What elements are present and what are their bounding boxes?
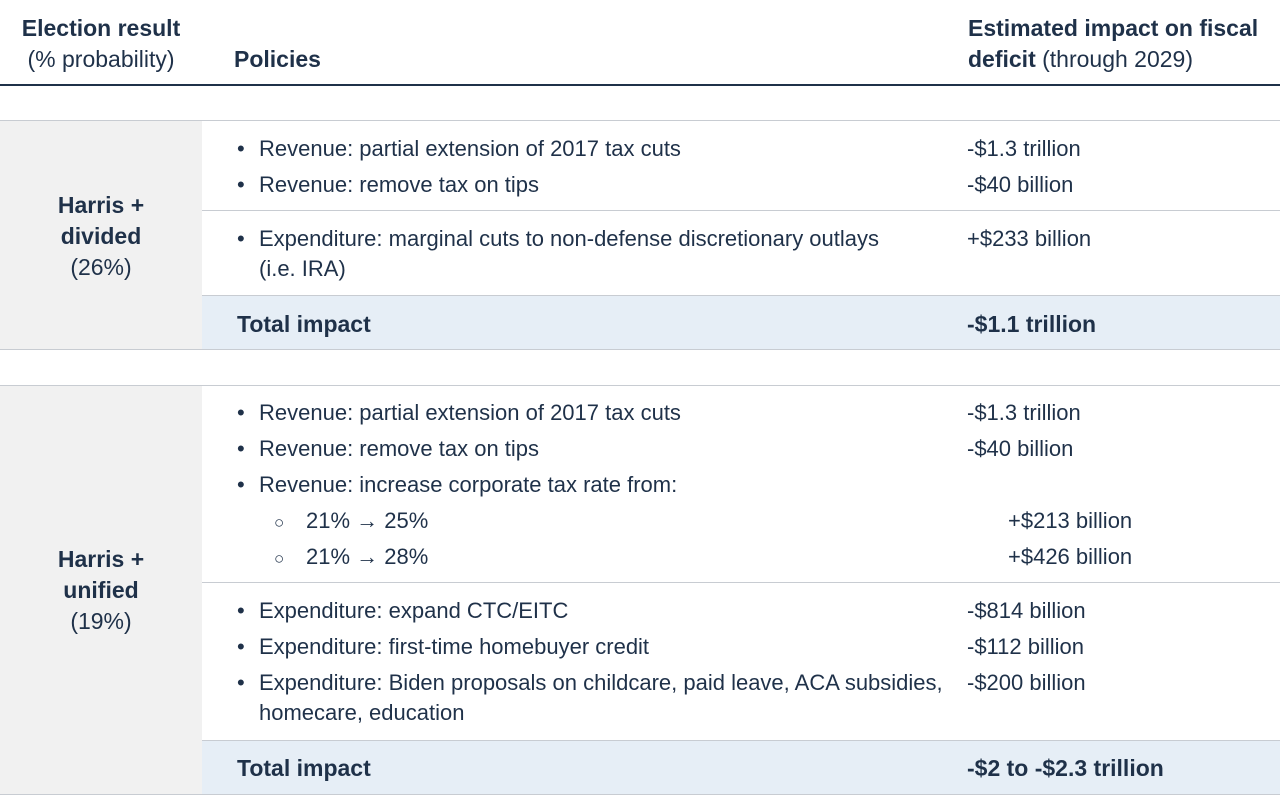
divider — [0, 794, 1280, 795]
total-impact-value: -$2 to -$2.3 trillion — [967, 755, 1164, 781]
policy-item: • Revenue: partial extension of 2017 tax … — [237, 398, 681, 428]
total-row-background — [202, 741, 1280, 794]
bullet-icon: • — [237, 670, 245, 695]
bullet-icon: • — [237, 136, 245, 161]
sub-item: ○ 21% → 25% — [274, 506, 428, 538]
scenario-name-2: divided — [60, 223, 142, 249]
header-policies: Policies — [234, 44, 321, 75]
total-impact-value: -$1.1 trillion — [967, 311, 1097, 337]
divider — [202, 210, 1280, 211]
bullet-icon: • — [237, 400, 245, 425]
sub-item-text: 21% → 25% — [306, 508, 429, 533]
total-row-background — [202, 296, 1280, 349]
policy-item: • Expenditure: marginal cuts to non-defen… — [237, 224, 879, 284]
divider — [0, 385, 1280, 386]
policy-text: Expenditure: expand CTC/EITC — [259, 598, 569, 623]
policy-text: Expenditure: marginal cuts to non-defens… — [259, 226, 880, 251]
sub-item: ○ 21% → 28% — [274, 542, 428, 574]
total-impact-label: Total impact — [237, 311, 371, 337]
divider — [0, 120, 1280, 121]
impact-value: -$40 billion — [967, 436, 1074, 461]
header-policies-title: Policies — [234, 46, 321, 72]
header-probability-label: (% probability) — [27, 46, 175, 72]
divider — [202, 582, 1280, 583]
policy-item: • Expenditure: first-time homebuyer credi… — [237, 632, 649, 662]
divider — [202, 740, 1280, 741]
header-fiscal-impact-title-2: deficit — [968, 46, 1036, 72]
policy-text: Expenditure: Biden proposals on childcar… — [259, 670, 943, 695]
header-rule — [0, 84, 1280, 86]
policy-item: • Revenue: increase corporate tax rate fr… — [237, 470, 677, 500]
impact-value: -$112 billion — [967, 634, 1085, 659]
bullet-icon: • — [237, 598, 245, 623]
policy-text: Revenue: increase corporate tax rate fro… — [259, 472, 678, 497]
header-election-result: Election result (% probability) — [0, 13, 202, 75]
impact-value: -$1.3 trillion — [967, 136, 1081, 161]
scenario-name: Harris + — [57, 192, 145, 218]
bullet-icon: • — [237, 472, 245, 497]
policy-text: Revenue: partial extension of 2017 tax c… — [259, 136, 681, 161]
scenario-label-cell — [0, 121, 202, 349]
bullet-icon: • — [237, 634, 245, 659]
policy-text: Expenditure: first-time homebuyer credit — [259, 634, 650, 659]
total-impact-label: Total impact — [237, 755, 371, 781]
scenario-probability: (26%) — [70, 254, 132, 280]
policy-text: Revenue: remove tax on tips — [259, 172, 540, 197]
header-fiscal-impact-period: (through 2029) — [1042, 46, 1194, 72]
impact-value: +$213 billion — [1008, 508, 1133, 533]
scenario-probability: (19%) — [70, 608, 132, 634]
policy-text: Revenue: partial extension of 2017 tax c… — [259, 400, 681, 425]
scenario-name-2: unified — [63, 577, 139, 603]
policy-item: • Revenue: remove tax on tips — [237, 434, 539, 464]
bullet-icon: • — [237, 172, 245, 197]
policy-item: • Revenue: remove tax on tips — [237, 170, 539, 200]
impact-value: -$40 billion — [967, 172, 1074, 197]
divider — [202, 295, 1280, 296]
header-fiscal-impact-title: Estimated impact on fiscal — [968, 15, 1259, 41]
policy-text: Revenue: remove tax on tips — [259, 436, 540, 461]
header-election-result-title: Election result — [21, 15, 181, 41]
circle-bullet-icon: ○ — [274, 549, 285, 568]
divider — [0, 349, 1280, 350]
sub-item-text: 21% → 28% — [306, 544, 429, 569]
impact-value: +$426 billion — [1008, 544, 1133, 569]
policy-text-continuation: (i.e. IRA) — [259, 256, 346, 281]
policy-text-continuation: homecare, education — [259, 700, 465, 725]
scenario-name: Harris + — [57, 546, 145, 572]
policy-item: • Revenue: partial extension of 2017 tax … — [237, 134, 681, 164]
bullet-icon: • — [237, 436, 245, 461]
scenario-label-harris-divided: Harris + divided (26%) — [0, 190, 202, 283]
header-fiscal-impact: Estimated impact on fiscal deficit (thro… — [968, 13, 1258, 75]
policy-item: • Expenditure: Biden proposals on childca… — [237, 668, 943, 728]
impact-value: +$233 billion — [967, 226, 1092, 251]
scenario-label-harris-unified: Harris + unified (19%) — [0, 544, 202, 637]
impact-value: -$1.3 trillion — [967, 400, 1081, 425]
impact-value: -$814 billion — [967, 598, 1086, 623]
scenario-label-cell — [0, 386, 202, 794]
policy-item: • Expenditure: expand CTC/EITC — [237, 596, 568, 626]
impact-value: -$200 billion — [967, 670, 1086, 695]
bullet-icon: • — [237, 226, 245, 251]
circle-bullet-icon: ○ — [274, 513, 285, 532]
